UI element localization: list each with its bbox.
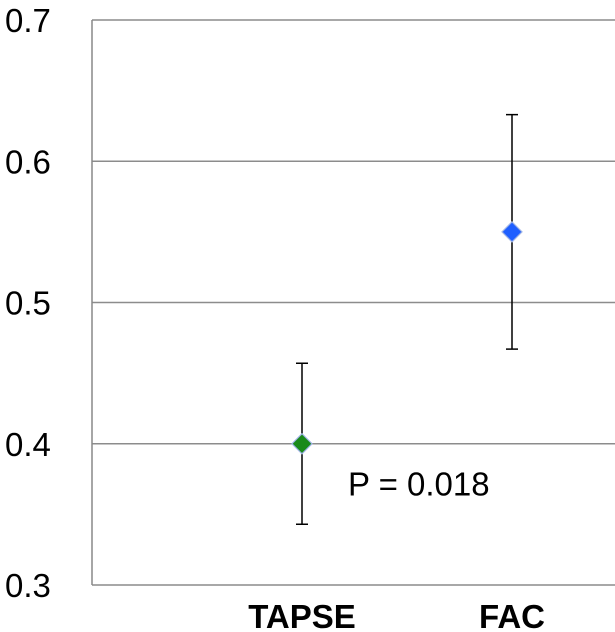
x-tick-label: FAC — [479, 598, 545, 632]
grid-lines — [92, 19, 615, 586]
annotations: P = 0.018 — [348, 465, 490, 502]
data-point-marker — [291, 432, 313, 455]
y-tick-label: 0.3 — [5, 567, 51, 604]
y-tick-label: 0.5 — [5, 285, 51, 322]
x-tick-labels: TAPSE FAC — [248, 598, 545, 632]
data-points — [291, 221, 523, 455]
x-tick-label: TAPSE — [248, 598, 356, 632]
y-tick-labels: 0.3 0.4 0.5 0.6 0.7 — [5, 2, 51, 604]
error-bars — [296, 113, 518, 526]
y-tick-label: 0.6 — [5, 143, 51, 180]
y-tick-label: 0.7 — [5, 2, 51, 39]
data-point-marker — [501, 221, 523, 243]
y-tick-label: 0.4 — [5, 426, 51, 463]
p-value-annotation: P = 0.018 — [348, 465, 490, 502]
